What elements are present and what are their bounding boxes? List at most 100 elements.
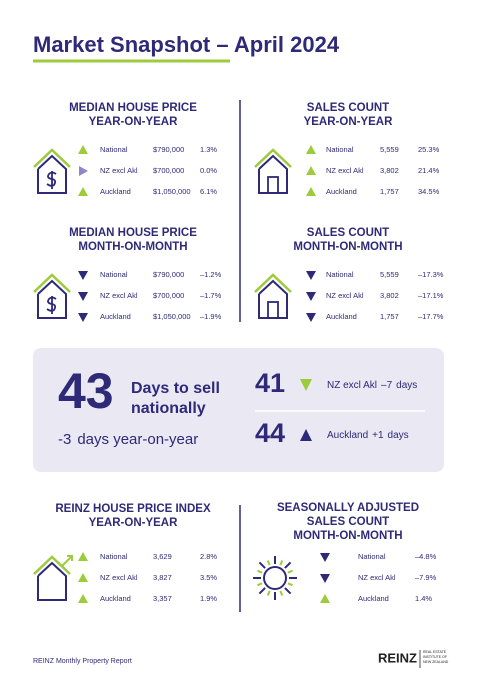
icon-ray [284, 561, 292, 569]
trend-arrow [306, 313, 316, 322]
row-change: –1.9% [200, 312, 222, 321]
logo-line: NEW ZEALAND [423, 660, 449, 664]
panel-title: MEDIAN HOUSE PRICE [69, 227, 197, 239]
panel-title: SALES COUNT [307, 102, 389, 114]
row-change: 1.9% [200, 594, 217, 603]
region-change: +1 [372, 430, 384, 441]
icon-door [267, 176, 279, 194]
logo-name: REINZ [378, 650, 417, 665]
icon-roof [254, 273, 292, 293]
icon-roof [37, 279, 67, 319]
row-value: $700,000 [153, 291, 184, 300]
row-label: Auckland [100, 312, 131, 321]
row-change: 6.1% [200, 187, 217, 196]
row-label: National [326, 270, 354, 279]
trend-arrow [306, 145, 316, 154]
row-value: $700,000 [153, 166, 184, 175]
trend-arrow [300, 429, 312, 441]
trend-arrow [78, 292, 88, 301]
region-label: NZ excl Akl [327, 380, 377, 391]
row-value: 3,802 [380, 166, 399, 175]
icon-ray [279, 560, 284, 566]
row-label: NZ excl Akl [100, 166, 138, 175]
icon-ray [258, 587, 266, 595]
icon-roof [33, 555, 71, 575]
panel-title: YEAR-ON-YEAR [304, 116, 394, 128]
icon-ray [284, 587, 292, 595]
icon-dollar [46, 171, 57, 189]
days-label: Days to sell [131, 380, 220, 397]
row-label: National [100, 145, 128, 154]
row-value: $1,050,000 [153, 187, 191, 196]
trend-arrow [78, 573, 88, 582]
trend-arrow [78, 271, 88, 280]
row-value: 5,559 [380, 145, 399, 154]
panel-title: MEDIAN HOUSE PRICE [69, 102, 197, 114]
row-change: –17.3% [418, 270, 444, 279]
row-label: NZ excl Akl [326, 291, 364, 300]
icon-ray [257, 582, 263, 587]
row-label: NZ excl Akl [358, 573, 396, 582]
trend-arrow [79, 166, 88, 176]
row-label: National [100, 270, 128, 279]
icon-trend [61, 555, 73, 567]
trend-arrow [320, 553, 330, 562]
days-box [33, 348, 444, 472]
row-label: National [326, 145, 354, 154]
row-value: 3,802 [380, 291, 399, 300]
row-change: –1.2% [200, 270, 222, 279]
page-title: Market Snapshot – April 2024 [33, 32, 340, 57]
trend-arrow [320, 594, 330, 603]
row-label: National [100, 552, 128, 561]
region-text: NZ excl Akl –7 days [327, 380, 417, 391]
panel-title: MONTH-ON-MONTH [78, 241, 187, 253]
icon-ray [266, 590, 271, 596]
row-change: 34.5% [418, 187, 440, 196]
row-label: NZ excl Akl [100, 573, 138, 582]
trend-arrow [78, 594, 88, 603]
row-label: Auckland [100, 187, 131, 196]
row-value: $790,000 [153, 145, 184, 154]
icon-roof [33, 148, 71, 168]
row-value: 5,559 [380, 270, 399, 279]
trend-arrow [300, 379, 312, 391]
region-unit: days [388, 430, 409, 441]
icon-ray [266, 560, 271, 566]
days-label: nationally [131, 400, 206, 417]
row-label: Auckland [326, 187, 357, 196]
row-change: –1.7% [200, 291, 222, 300]
row-label: National [358, 552, 386, 561]
row-change: 3.5% [200, 573, 217, 582]
row-value: $1,050,000 [153, 312, 191, 321]
row-value: 1,757 [380, 187, 399, 196]
row-label: Auckland [100, 594, 131, 603]
row-change: 1.3% [200, 145, 217, 154]
icon-ray [287, 569, 293, 574]
row-change: –17.1% [418, 291, 444, 300]
trend-arrow [78, 552, 88, 561]
trend-arrow [306, 292, 316, 301]
trend-arrow [320, 574, 330, 583]
days-number: 43 [58, 363, 114, 419]
logo-line: INSTITUTE OF [423, 655, 447, 659]
row-change: 0.0% [200, 166, 217, 175]
panel-title: YEAR-ON-YEAR [89, 116, 179, 128]
footer: REINZ Monthly Property Report [33, 658, 132, 665]
days-change: -3 days year-on-year [58, 431, 198, 448]
icon-door [267, 301, 279, 319]
row-change: –7.9% [415, 573, 437, 582]
row-change: 21.4% [418, 166, 440, 175]
row-change: 25.3% [418, 145, 440, 154]
icon-sun [263, 566, 287, 590]
icon-ray [258, 561, 266, 569]
trend-arrow [78, 145, 88, 154]
icon-roof [37, 154, 67, 194]
panel-title: MONTH-ON-MONTH [293, 530, 402, 542]
days-change-value: -3 [58, 431, 71, 448]
region-number: 41 [255, 368, 285, 398]
panel-title: REINZ HOUSE PRICE INDEX [55, 503, 211, 515]
region-number: 44 [255, 418, 285, 448]
region-text: Auckland +1 days [327, 430, 409, 441]
icon-roof [33, 273, 71, 293]
